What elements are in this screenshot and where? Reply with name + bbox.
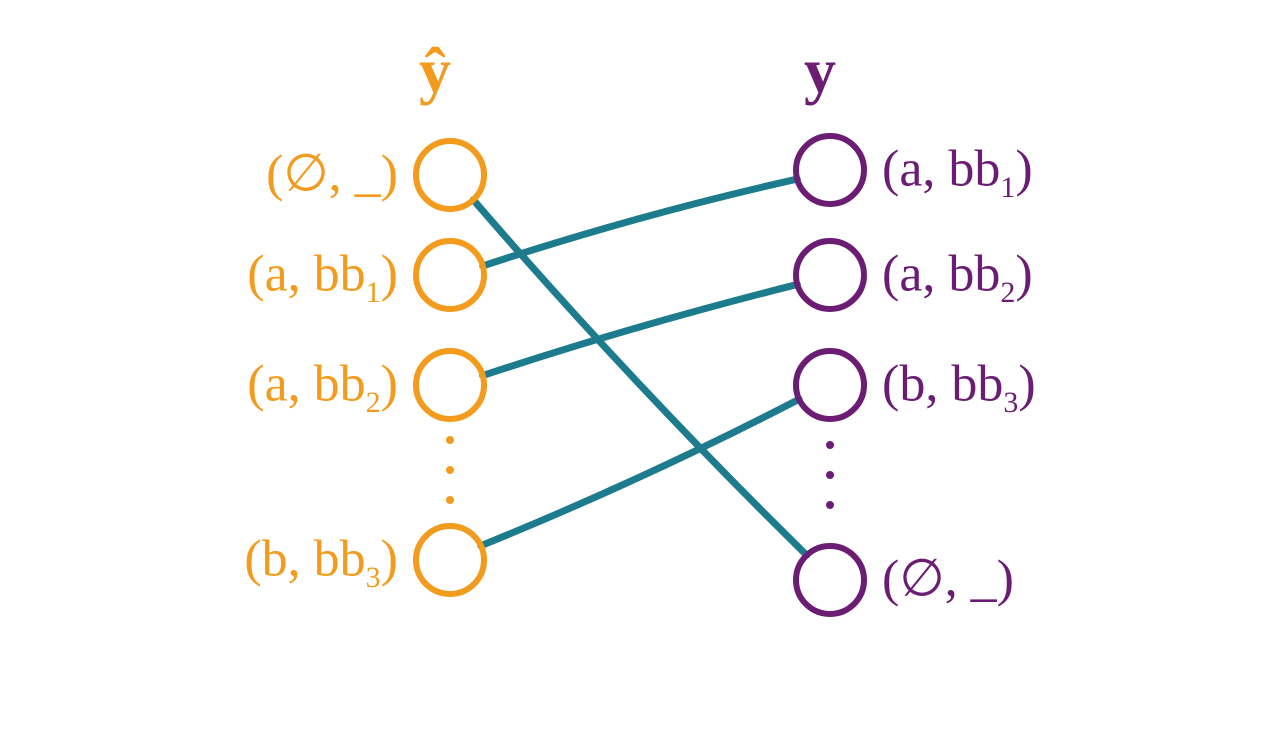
right-header: y xyxy=(804,35,836,106)
left-ellipsis-dot xyxy=(446,496,454,504)
right-ellipsis-dot xyxy=(826,471,834,479)
left-ellipsis-dot xyxy=(446,436,454,444)
right-ellipsis-dot xyxy=(826,501,834,509)
bipartite-diagram: ŷ(∅, _)(a, bb1)(a, bb2)(b, bb3)y(a, bb1)… xyxy=(0,0,1280,748)
right-ellipsis-dot xyxy=(826,441,834,449)
right-node-label: (∅, _) xyxy=(882,551,1014,608)
left-ellipsis-dot xyxy=(446,466,454,474)
left-node-label: (∅, _) xyxy=(266,146,398,203)
left-header: ŷ xyxy=(419,35,451,106)
